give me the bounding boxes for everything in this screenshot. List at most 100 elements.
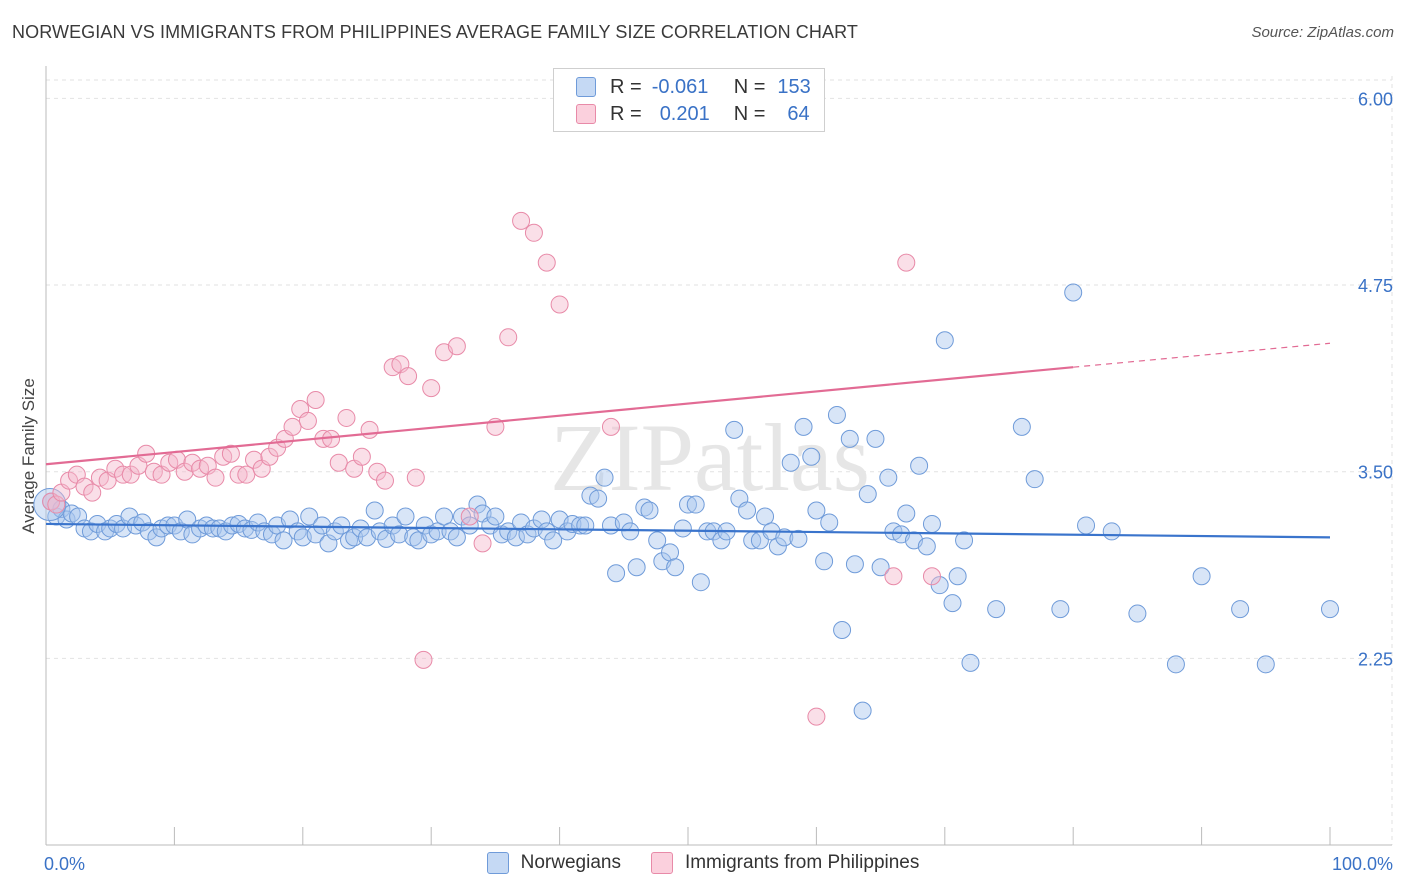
philippines-point bbox=[550, 295, 569, 314]
philippines-point bbox=[512, 211, 531, 230]
r-value: -0.061 bbox=[651, 75, 709, 98]
axes bbox=[45, 66, 1392, 846]
n-value: 153 bbox=[777, 75, 811, 98]
philippines-point bbox=[414, 650, 433, 669]
norwegian-point bbox=[1102, 522, 1121, 541]
norwegian-point bbox=[866, 429, 885, 448]
norwegian-point bbox=[147, 528, 166, 547]
norwegian-point bbox=[871, 558, 890, 577]
philippines-point bbox=[422, 379, 441, 398]
philippines-point bbox=[922, 567, 941, 586]
philippines-point bbox=[229, 465, 248, 484]
norwegian-point bbox=[544, 531, 563, 550]
chart-title: NORWEGIAN VS IMMIGRANTS FROM PHILIPPINES… bbox=[12, 22, 858, 42]
legend-item-philippines[interactable]: Immigrants from Philippines bbox=[650, 852, 920, 874]
norwegian-point bbox=[661, 543, 680, 562]
norwegian-point bbox=[447, 528, 466, 547]
norwegian-point bbox=[300, 507, 319, 526]
stats-row-norwegians: R = -0.061 N = 153 bbox=[576, 74, 811, 100]
norwegian-point bbox=[396, 507, 415, 526]
norwegian-point bbox=[1192, 567, 1211, 586]
norwegian-point bbox=[537, 522, 556, 541]
legend-label: Norwegians bbox=[520, 852, 621, 873]
philippines-point bbox=[352, 447, 371, 466]
source-label: Source: ZipAtlas.com bbox=[1251, 24, 1394, 41]
norwegian-point bbox=[1321, 600, 1339, 619]
stats-row-philippines: R = 0.201 N = 64 bbox=[576, 101, 810, 127]
norwegian-point bbox=[1064, 283, 1083, 302]
philippines-point bbox=[283, 417, 302, 436]
r-label: R = bbox=[610, 75, 642, 98]
norwegian-point bbox=[679, 495, 697, 514]
y-tick-labels: 2.25 3.50 4.75 6.00 bbox=[1358, 89, 1393, 669]
philippines-point bbox=[375, 471, 394, 490]
norwegian-point bbox=[486, 507, 505, 526]
norwegian-point bbox=[948, 567, 967, 586]
norwegian-point bbox=[987, 600, 1006, 619]
norwegian-point bbox=[775, 528, 794, 547]
legend-label: Immigrants from Philippines bbox=[684, 852, 920, 873]
norwegian-point bbox=[768, 537, 787, 556]
norwegian-point bbox=[1128, 604, 1147, 623]
philippines-point bbox=[47, 495, 66, 514]
norwegian-point bbox=[802, 447, 821, 466]
norwegian-point bbox=[794, 417, 813, 436]
norwegian-point bbox=[576, 516, 595, 535]
y-tick-label: 6.00 bbox=[1358, 89, 1393, 109]
norwegian-point bbox=[686, 495, 705, 514]
philippines-point bbox=[447, 337, 466, 356]
philippines-point bbox=[306, 391, 325, 410]
norwegian-point bbox=[853, 701, 872, 720]
norwegian-point bbox=[955, 531, 974, 550]
norwegian-point bbox=[1077, 516, 1096, 535]
norwegian-point bbox=[589, 489, 608, 508]
norwegian-point bbox=[607, 564, 626, 583]
norwegians-trend-line bbox=[45, 522, 1331, 539]
norwegian-point bbox=[595, 468, 614, 487]
norwegian-point bbox=[640, 501, 659, 520]
x-tick-label-min: 0.0% bbox=[44, 854, 85, 874]
norwegian-point bbox=[648, 531, 667, 550]
philippines-point bbox=[406, 468, 425, 487]
y-axis-label: Average Family Size bbox=[19, 378, 38, 534]
norwegian-point bbox=[390, 525, 409, 544]
norwegian-point bbox=[319, 534, 338, 553]
norwegian-point bbox=[815, 552, 834, 571]
r-value: 0.201 bbox=[659, 102, 710, 125]
norwegian-point bbox=[1166, 655, 1185, 674]
philippines-point bbox=[399, 367, 418, 386]
philippines-point bbox=[360, 420, 379, 439]
norwegian-point bbox=[340, 531, 359, 550]
norwegian-point bbox=[827, 405, 846, 424]
philippines-point bbox=[807, 707, 826, 726]
norwegian-point bbox=[627, 558, 646, 577]
legend-item-norwegians[interactable]: Norwegians bbox=[486, 852, 621, 874]
philippines-point bbox=[884, 567, 903, 586]
philippines-point bbox=[524, 223, 543, 242]
philippines-point bbox=[337, 408, 356, 427]
watermark: ZIPatlas bbox=[550, 404, 870, 511]
norwegian-point bbox=[635, 498, 654, 517]
philippines-series bbox=[42, 211, 941, 726]
norwegian-point bbox=[961, 653, 980, 672]
norwegian-point bbox=[917, 537, 936, 556]
norwegian-point bbox=[673, 519, 692, 538]
norwegian-point bbox=[532, 510, 551, 529]
trend-lines bbox=[45, 342, 1331, 539]
norwegian-point bbox=[807, 501, 826, 520]
n-label: N = bbox=[733, 75, 766, 98]
norwegian-point bbox=[910, 456, 929, 475]
norwegian-point bbox=[621, 522, 640, 541]
philippines-point bbox=[329, 453, 348, 472]
norwegian-point bbox=[820, 513, 839, 532]
philippines-point bbox=[499, 328, 518, 347]
y-tick-label: 2.25 bbox=[1358, 649, 1393, 669]
norwegian-point bbox=[845, 555, 864, 574]
norwegian-point bbox=[1025, 470, 1044, 489]
norwegians-swatch bbox=[576, 77, 596, 97]
philippines-point bbox=[473, 534, 492, 553]
philippines-point bbox=[897, 253, 916, 272]
norwegian-point bbox=[171, 522, 190, 541]
norwegian-point bbox=[756, 507, 775, 526]
philippines-swatch bbox=[650, 852, 673, 874]
